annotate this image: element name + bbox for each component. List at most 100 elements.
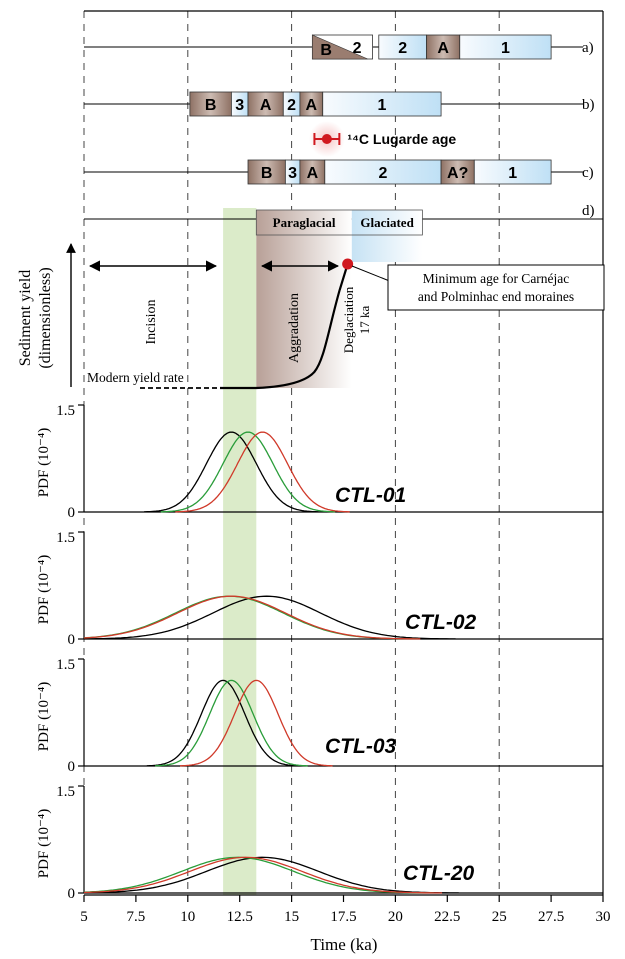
timeline-segment-label: 1 <box>501 40 510 57</box>
x-tick-label: 25 <box>492 909 507 925</box>
pdf-panel-ctl-02: 1.5 0 PDF (10⁻⁴) CTL-02 <box>36 530 603 648</box>
deglaciation-point <box>342 258 354 270</box>
pdf-y-tick-label: 0 <box>68 886 76 902</box>
pdf-panel-ctl-01: 1.5 0 PDF (10⁻⁴) CTL-01 <box>36 403 603 521</box>
c14-label: ¹⁴C Lugarde age <box>347 131 456 147</box>
sample-name: CTL-02 <box>405 611 476 634</box>
x-tick-label: 12.5 <box>227 909 253 925</box>
pdf-y-tick-label: 0 <box>68 632 76 648</box>
x-tick-label: 15 <box>284 909 299 925</box>
incision-label: Incision <box>144 299 159 344</box>
pdf-panel-ctl-20: 1.5 0 PDF (10⁻⁴) CTL-20 <box>36 784 603 902</box>
pdf-y-label: PDF (10⁻⁴) <box>36 428 52 497</box>
glaciated-label: Glaciated <box>360 215 414 230</box>
timeline-segment <box>247 159 286 185</box>
timeline-segment-label: 3 <box>288 165 297 182</box>
x-axis-label: Time (ka) <box>311 935 378 954</box>
pdf-curve <box>83 856 443 894</box>
pdf-y-label: PDF (10⁻⁴) <box>36 555 52 624</box>
pdf-y-tick-label: 0 <box>68 505 76 521</box>
timeline-label: b) <box>582 97 595 113</box>
timeline-segment <box>473 159 552 185</box>
paraglacial-zone <box>256 210 352 388</box>
timeline-segment-label: A? <box>447 165 468 182</box>
c14-marker: ¹⁴C Lugarde age <box>308 121 456 157</box>
deglaciation-age-label: 17 ka <box>357 306 372 335</box>
timeline-label: a) <box>582 40 594 56</box>
pdf-panels: 1.5 0 PDF (10⁻⁴) CTL-01 1.5 0 PDF (10⁻⁴) CTL-02… <box>36 403 603 902</box>
x-tick-label: 10 <box>180 909 195 925</box>
x-tick-label: 27.5 <box>538 909 564 925</box>
deglaciation-label: Deglaciation <box>341 286 356 353</box>
sediment-yield-label-line2: (dimensionless) <box>37 267 54 368</box>
timeline-segment <box>378 34 427 60</box>
pdf-curve <box>83 856 434 894</box>
timeline-segment-label: 2 <box>378 165 387 182</box>
callout-box <box>387 264 605 311</box>
pdf-curve <box>160 431 336 513</box>
sample-name: CTL-20 <box>403 862 474 885</box>
pdf-curve <box>83 595 421 640</box>
panel-d: d) Paraglacial Glaciated Sediment yield … <box>17 203 605 390</box>
callout-leader <box>351 265 393 283</box>
paraglacial-label: Paraglacial <box>273 215 336 230</box>
pdf-panel-ctl-03: 1.5 0 PDF (10⁻⁴) CTL-03 <box>36 657 603 775</box>
sediment-yield-curve <box>220 263 349 390</box>
timeline-segment <box>440 159 475 185</box>
timeline-segment-label: 2 <box>398 40 407 57</box>
pdf-curve <box>155 679 308 767</box>
pdf-curve <box>83 595 456 640</box>
modern-yield-label: Modern yield rate <box>87 370 184 385</box>
timeline-layer: a)B 2 2 A 1b)B 3 A 2 A 1c)B 3 A 2 A? 1 <box>84 34 595 185</box>
pdf-y-label: PDF (10⁻⁴) <box>36 809 52 878</box>
pdf-curve <box>175 431 350 513</box>
timeline-segment <box>247 91 284 117</box>
x-tick-label: 30 <box>596 909 611 925</box>
sample-name: CTL-03 <box>325 735 396 758</box>
pdf-curve <box>83 856 459 894</box>
timeline-segment <box>322 91 442 117</box>
timeline-segment-label: B <box>320 42 332 59</box>
pdf-y-tick-label: 0 <box>68 759 76 775</box>
glaciated-zone <box>351 210 423 262</box>
sample-name: CTL-01 <box>335 484 406 507</box>
x-tick-label: 17.5 <box>330 909 356 925</box>
timeline-segment-label: 1 <box>508 165 517 182</box>
x-tick-label: 7.5 <box>127 909 146 925</box>
timeline-segment <box>189 91 232 117</box>
timeline-segment-label: 3 <box>235 97 244 114</box>
background-layer <box>223 208 257 895</box>
timeline-segment-label: A <box>306 97 318 114</box>
pdf-curve <box>146 679 300 767</box>
timeline-wedge <box>312 34 368 60</box>
paraglacial-header <box>255 209 423 236</box>
highlight-band <box>223 208 257 895</box>
sediment-yield-label-line1: Sediment yield <box>17 270 34 366</box>
callout-line2: and Polminhac end moraines <box>418 289 574 304</box>
x-tick-label: 5 <box>80 909 88 925</box>
timeline-segment <box>426 34 461 60</box>
x-tick-label: 20 <box>388 909 403 925</box>
timeline-segment-label: 1 <box>377 97 386 114</box>
c14-point <box>321 134 332 144</box>
x-tick-label: 22.5 <box>434 909 460 925</box>
pdf-y-tick-label: 1.5 <box>56 530 75 546</box>
pdf-curve <box>180 679 333 767</box>
panel-d-label: d) <box>582 203 595 219</box>
timeline-segment-label: A <box>437 40 449 57</box>
pdf-y-tick-label: 1.5 <box>56 784 75 800</box>
pdf-y-label: PDF (10⁻⁴) <box>36 682 52 751</box>
timeline-label: c) <box>582 165 594 181</box>
timeline-segment-label: B <box>205 97 217 114</box>
pdf-y-tick-label: 1.5 <box>56 657 75 673</box>
timeline-segment <box>299 159 326 185</box>
pdf-curve <box>144 431 319 513</box>
timeline-segment-label: A <box>307 165 319 182</box>
timeline-segment-label: B <box>261 165 273 182</box>
aggradation-label: Aggradation <box>287 293 302 363</box>
callout-line1: Minimum age for Carnéjac <box>423 271 570 286</box>
x-axis: Time (ka) 5 7.5 10 12.5 15 17.5 20 22.5 25 27.5 30 <box>80 894 611 954</box>
pdf-y-tick-label: 1.5 <box>56 403 75 419</box>
timeline-segment <box>459 34 552 60</box>
